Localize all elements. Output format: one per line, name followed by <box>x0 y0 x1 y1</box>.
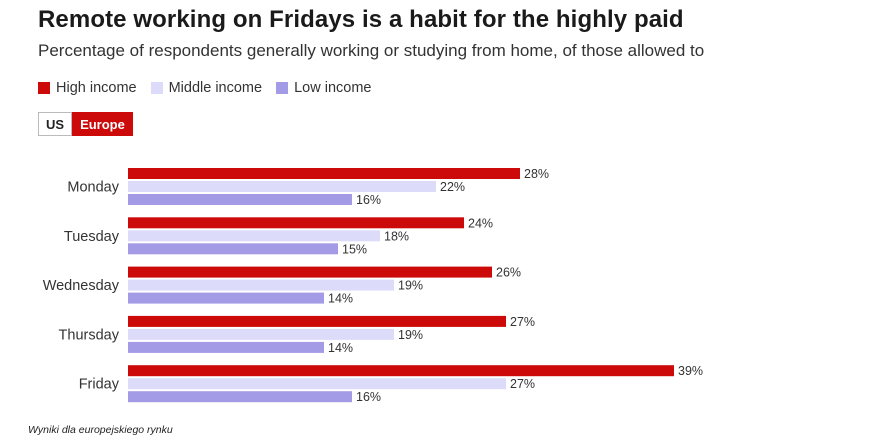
legend-item-middle-income: Middle income <box>150 80 263 96</box>
legend-swatch-middle-income <box>150 82 163 94</box>
category-label-monday: Monday <box>67 180 119 196</box>
bar-thursday-middle-income <box>128 328 394 340</box>
us-toggle-button[interactable]: US <box>38 112 73 136</box>
legend-label-middle-income: Middle income <box>168 80 263 96</box>
region-toggle: US Europe <box>38 112 133 136</box>
bar-tuesday-low-income <box>128 243 338 255</box>
category-label-tuesday: Tuesday <box>64 229 120 245</box>
data-label-thursday-high-income: 27% <box>510 315 535 329</box>
data-label-friday-middle-income: 27% <box>510 377 535 391</box>
footnote: Wyniki dla europejskiego rynku <box>28 424 173 436</box>
category-label-friday: Friday <box>79 377 120 393</box>
category-label-thursday: Thursday <box>59 327 120 343</box>
data-label-wednesday-high-income: 26% <box>496 266 521 280</box>
europe-toggle-button[interactable]: Europe <box>72 112 133 136</box>
data-label-friday-low-income: 16% <box>356 390 381 404</box>
bar-chart: Monday 28% 22% 16% Tuesday 24% 18% 15% Wednesday… <box>43 167 703 404</box>
legend-label-low-income: Low income <box>294 80 372 96</box>
bar-thursday-high-income <box>128 315 506 327</box>
data-label-wednesday-low-income: 14% <box>328 292 353 306</box>
bar-friday-middle-income <box>128 378 506 390</box>
legend-swatch-high-income <box>38 82 50 94</box>
data-label-thursday-low-income: 14% <box>328 341 353 355</box>
chart-legend: High income Middle income Low income <box>38 80 371 96</box>
legend-item-high-income: High income <box>38 80 137 96</box>
bar-friday-low-income <box>128 391 352 403</box>
bar-monday-high-income <box>128 168 520 179</box>
bar-wednesday-middle-income <box>128 279 394 291</box>
data-label-friday-high-income: 39% <box>678 364 703 378</box>
bar-tuesday-middle-income <box>128 230 380 242</box>
bar-wednesday-low-income <box>128 292 324 304</box>
legend-item-low-income: Low income <box>276 80 371 96</box>
data-label-monday-middle-income: 22% <box>440 180 465 194</box>
data-label-tuesday-middle-income: 18% <box>384 229 409 243</box>
chart-subtitle: Percentage of respondents generally work… <box>38 41 705 60</box>
bar-monday-low-income <box>128 194 352 205</box>
data-label-thursday-middle-income: 19% <box>398 328 423 342</box>
category-label-wednesday: Wednesday <box>43 278 120 294</box>
data-label-tuesday-high-income: 24% <box>468 216 493 230</box>
legend-swatch-low-income <box>276 82 289 94</box>
data-label-monday-low-income: 16% <box>356 193 381 207</box>
data-label-tuesday-low-income: 15% <box>342 242 367 256</box>
legend-label-high-income: High income <box>56 80 137 96</box>
data-label-wednesday-middle-income: 19% <box>398 279 423 293</box>
chart-title: Remote working on Fridays is a habit for… <box>38 6 684 33</box>
bar-tuesday-high-income <box>128 217 464 229</box>
bar-monday-middle-income <box>128 181 436 192</box>
bar-thursday-low-income <box>128 341 324 353</box>
data-label-monday-high-income: 28% <box>524 167 549 181</box>
bar-wednesday-high-income <box>128 266 492 278</box>
bar-friday-high-income <box>128 365 674 377</box>
